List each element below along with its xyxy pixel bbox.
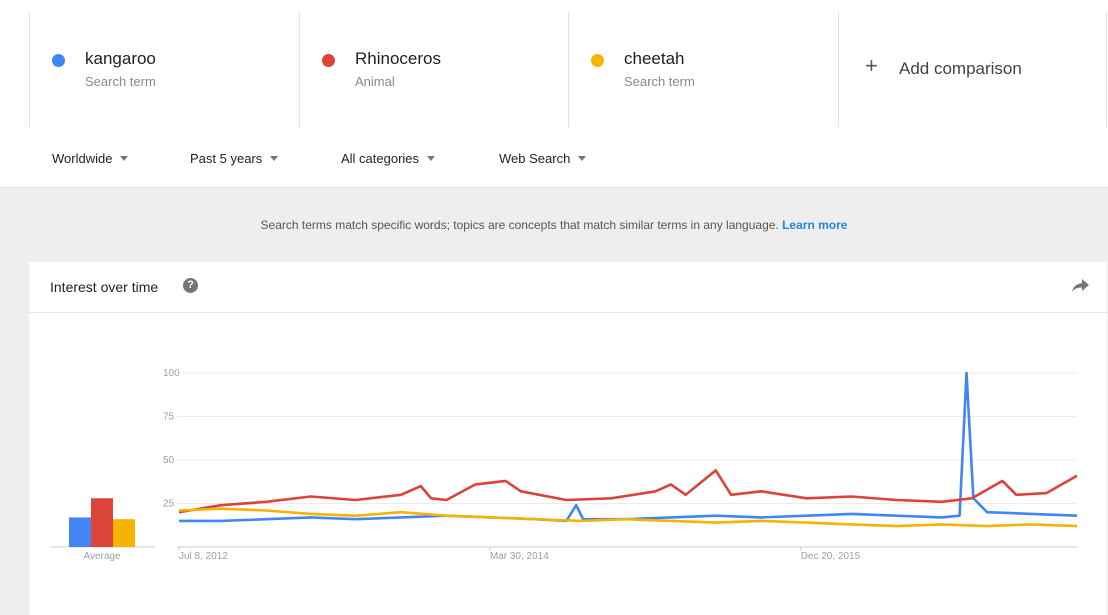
y-tick-label: 75	[163, 412, 175, 423]
series-color-dot	[322, 54, 335, 67]
add-comparison-button[interactable]: + Add comparison	[838, 12, 1107, 127]
term-type: Search term	[85, 74, 156, 89]
learn-more-link[interactable]: Learn more	[782, 218, 848, 232]
card-header: Interest over time ?	[29, 262, 1107, 313]
average-bar-rhinoceros	[91, 498, 113, 547]
x-tick-label: Jul 8, 2012	[179, 551, 228, 562]
notice-text: Search terms match specific words; topic…	[260, 218, 779, 232]
term-name: kangaroo	[85, 49, 156, 68]
top-cropped-heading	[0, 0, 1108, 14]
category-dropdown[interactable]: All categories	[341, 151, 436, 166]
cropped-heading-fragment	[370, 0, 378, 11]
plus-icon: +	[865, 53, 878, 78]
x-tick-label: Mar 30, 2014	[490, 551, 549, 562]
region-value: Worldwide	[52, 151, 113, 166]
average-bar-kangaroo	[69, 517, 91, 547]
term-type: Search term	[624, 74, 695, 89]
series-line-rhinoceros[interactable]	[178, 469, 1078, 514]
series-color-dot	[52, 54, 65, 67]
series-line-kangaroo[interactable]	[179, 371, 1078, 523]
dropdown-arrow-icon	[120, 156, 129, 162]
card-title: Interest over time	[50, 279, 159, 295]
comparison-terms: kangaroo Search term Rhinoceros Animal c…	[29, 12, 1107, 128]
dropdown-arrow-icon	[578, 156, 587, 162]
average-label: Average	[83, 551, 121, 562]
filter-bar: Worldwide Past 5 years All categories We…	[0, 127, 1108, 188]
time-range-dropdown[interactable]: Past 5 years	[190, 151, 279, 166]
share-icon[interactable]	[1072, 279, 1090, 293]
term-type: Animal	[355, 74, 395, 89]
time-range-value: Past 5 years	[190, 151, 263, 166]
average-bar-cheetah	[113, 519, 135, 547]
region-dropdown[interactable]: Worldwide	[52, 151, 129, 166]
category-value: All categories	[341, 151, 420, 166]
term-card-cheetah[interactable]: cheetah Search term	[568, 12, 838, 127]
x-tick-label: Dec 20, 2015	[801, 551, 861, 562]
term-card-kangaroo[interactable]: kangaroo Search term	[29, 12, 299, 127]
y-tick-label: 25	[163, 499, 175, 510]
info-notice: Search terms match specific words; topic…	[0, 218, 1108, 232]
search-type-dropdown[interactable]: Web Search	[499, 151, 587, 166]
term-name: cheetah	[624, 49, 685, 68]
y-tick-label: 50	[163, 455, 175, 466]
add-comparison-label: Add comparison	[899, 59, 1022, 78]
dropdown-arrow-icon	[427, 156, 436, 162]
term-card-rhinoceros[interactable]: Rhinoceros Animal	[299, 12, 568, 127]
help-icon[interactable]: ?	[183, 278, 198, 293]
y-tick-label: 100	[163, 368, 180, 379]
term-name: Rhinoceros	[355, 49, 441, 68]
interest-chart: 25 50 75 100 Jul 8, 2012 Mar 30, 2014 Dec 20, …	[51, 368, 1078, 562]
dropdown-arrow-icon	[270, 156, 279, 162]
series-color-dot	[591, 54, 604, 67]
series-line-cheetah[interactable]	[178, 507, 1078, 528]
interest-over-time-card: Interest over time ? 25 50 75 100 Jul 8, 201…	[29, 262, 1107, 615]
search-type-value: Web Search	[499, 151, 571, 166]
